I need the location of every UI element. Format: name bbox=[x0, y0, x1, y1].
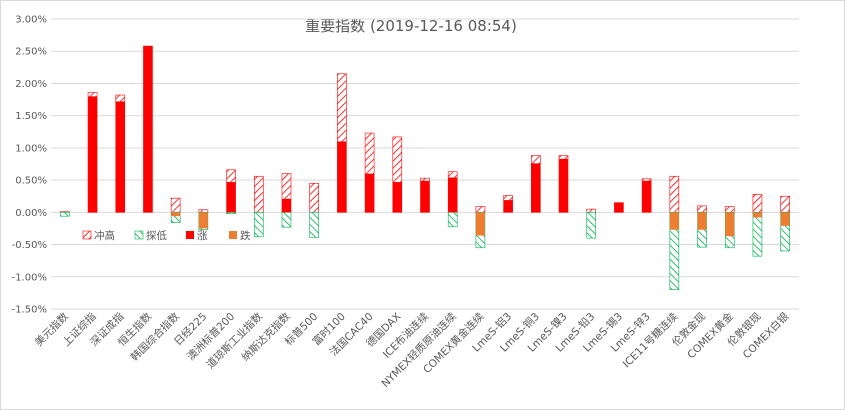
bar-涨-11 bbox=[365, 173, 375, 213]
bar-涨-3 bbox=[143, 46, 153, 213]
legend-label: 探低 bbox=[146, 229, 167, 242]
bar-跌-4 bbox=[171, 212, 181, 217]
bar-跌-23 bbox=[697, 212, 707, 230]
bar-涨-20 bbox=[614, 202, 624, 213]
bar-冲高-4 bbox=[170, 197, 181, 213]
legend-item-冲高: 冲高 bbox=[82, 229, 115, 242]
bar-涨-17 bbox=[531, 163, 541, 213]
bar-冲高-26 bbox=[780, 195, 790, 213]
bar-涨-8 bbox=[281, 198, 291, 213]
y-tick-label: 0.00% bbox=[15, 208, 47, 219]
bar-涨-18 bbox=[559, 158, 569, 213]
y-tick-label: 1.50% bbox=[15, 111, 47, 122]
y-tick-label: 1.00% bbox=[15, 143, 47, 154]
bar-探低-14 bbox=[447, 212, 458, 227]
bar-冲高-19 bbox=[586, 208, 597, 213]
bar-冲高-25 bbox=[752, 193, 763, 213]
bar-冲高-23 bbox=[697, 205, 707, 213]
legend: 冲高 探低 涨 跌 bbox=[82, 229, 251, 242]
y-tick-label: 2.00% bbox=[15, 79, 47, 90]
y-tick-label: -1.00% bbox=[12, 272, 47, 283]
chart-title: 重要指数 (2019-12-16 08:54) bbox=[305, 17, 517, 35]
x-axis-ticks: 美元指数上证综指深证成指恒生指数韩国综合指数日经225澳洲标普200道琼斯工业指… bbox=[32, 310, 792, 390]
y-tick-label: 0.50% bbox=[15, 176, 47, 187]
bar-冲高-7 bbox=[253, 175, 264, 213]
bar-涨-12 bbox=[392, 182, 402, 213]
y-axis-ticks: 3.00% 2.50% 2.00% 1.50% 1.00% 0.50% 0.00% -0.50… bbox=[12, 15, 47, 316]
y-tick-label: -0.50% bbox=[12, 240, 47, 251]
bar-探低-19 bbox=[586, 212, 597, 239]
legend-item-探低: 探低 bbox=[134, 229, 167, 242]
bar-涨-21 bbox=[642, 180, 652, 213]
bar-涨-13 bbox=[420, 180, 430, 213]
legend-swatch bbox=[134, 230, 144, 240]
bar-跌-24 bbox=[725, 212, 735, 237]
bar-涨-2 bbox=[115, 101, 125, 213]
gridlines bbox=[51, 18, 799, 310]
y-tick-label: 3.00% bbox=[15, 15, 47, 26]
bar-冲高-22 bbox=[669, 175, 680, 213]
legend-label: 跌 bbox=[240, 229, 251, 242]
legend-swatch bbox=[229, 231, 237, 239]
bar-探低-25 bbox=[752, 212, 763, 257]
bar-冲高-5 bbox=[198, 209, 209, 213]
bar-冲高-15 bbox=[475, 206, 486, 213]
bar-涨-10 bbox=[337, 141, 347, 213]
legend-item-涨: 涨 bbox=[186, 230, 208, 242]
bar-涨-14 bbox=[448, 177, 458, 213]
legend-item-跌: 跌 bbox=[229, 229, 251, 242]
bar-跌-15 bbox=[475, 212, 485, 236]
y-tick-label: 2.50% bbox=[15, 47, 47, 58]
bar-涨-16 bbox=[503, 200, 513, 213]
bar-跌-5 bbox=[198, 212, 208, 229]
bar-探低-8 bbox=[281, 212, 292, 228]
bar-探低-0 bbox=[60, 212, 70, 217]
bar-涨-1 bbox=[88, 96, 98, 213]
bar-冲高-9 bbox=[309, 183, 319, 213]
legend-label: 涨 bbox=[197, 230, 208, 242]
bar-涨-6 bbox=[226, 182, 236, 213]
bar-跌-25 bbox=[752, 212, 762, 218]
bar-探低-6 bbox=[226, 212, 236, 214]
bars bbox=[60, 45, 790, 290]
bar-冲高-24 bbox=[724, 206, 735, 213]
y-tick-label: -1.50% bbox=[12, 305, 47, 316]
legend-label: 冲高 bbox=[94, 229, 115, 242]
bar-探低-9 bbox=[309, 212, 319, 238]
legend-swatch bbox=[82, 230, 92, 240]
bar-跌-22 bbox=[669, 212, 679, 230]
legend-swatch bbox=[186, 231, 194, 239]
bar-跌-26 bbox=[780, 212, 790, 226]
bar-探低-7 bbox=[253, 212, 264, 238]
